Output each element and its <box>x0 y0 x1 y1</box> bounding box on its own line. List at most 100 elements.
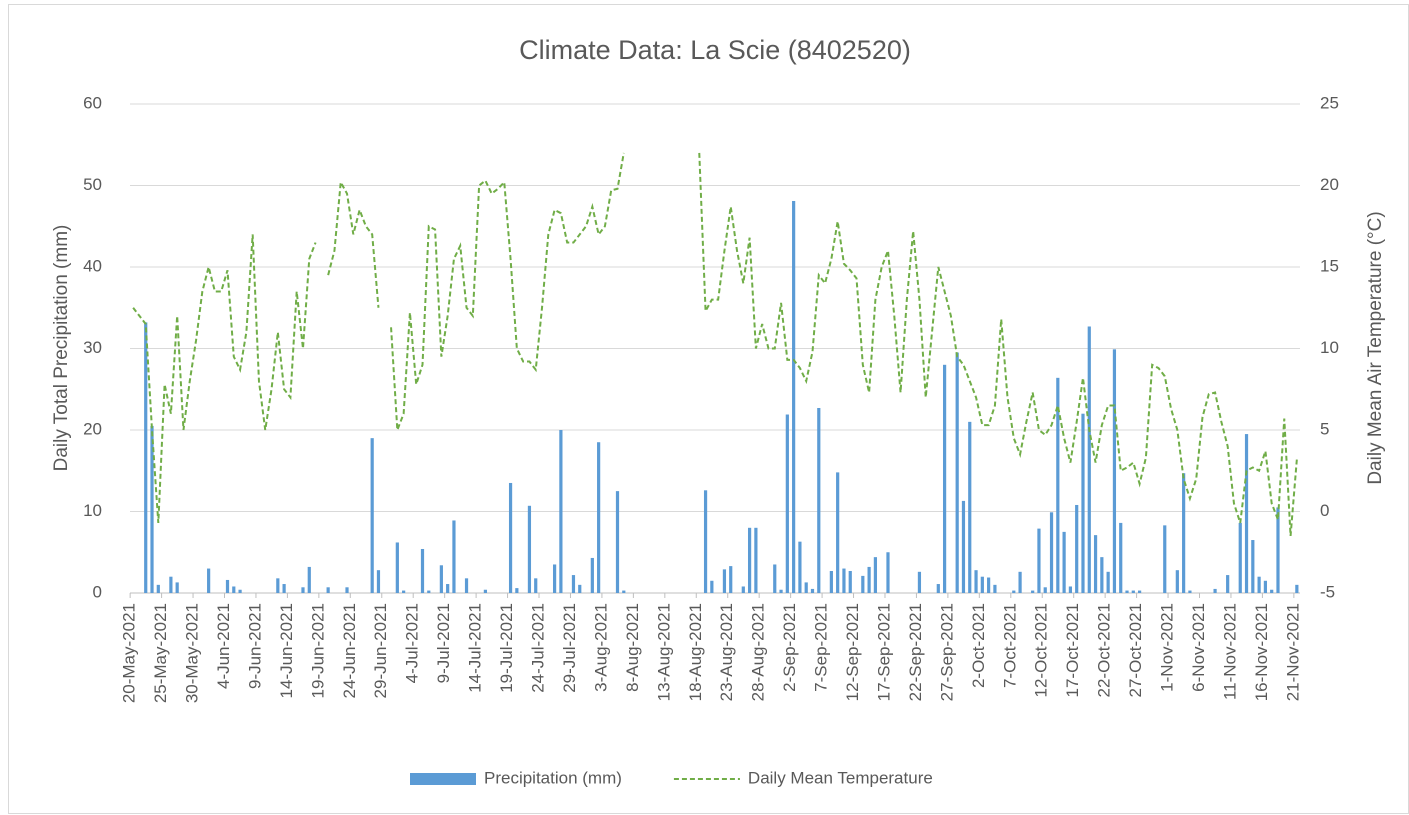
bar <box>1213 588 1217 593</box>
x-tick-label: 29-Jun-2021 <box>371 603 390 698</box>
bar <box>980 576 984 593</box>
bar <box>710 580 714 593</box>
bar <box>773 564 777 593</box>
bar <box>464 578 469 593</box>
bar <box>1131 590 1135 593</box>
bar <box>301 587 305 593</box>
x-tick-label: 3-Aug-2021 <box>591 603 610 692</box>
bar <box>873 557 878 593</box>
y2-tick-label: 20 <box>1320 175 1339 194</box>
x-tick-label: 1-Nov-2021 <box>1158 603 1177 692</box>
bar <box>452 520 456 593</box>
bar <box>779 589 783 593</box>
bar <box>1137 590 1142 593</box>
x-tick-label: 21-Nov-2021 <box>1283 603 1302 701</box>
bar <box>238 589 242 593</box>
y-axis-title: Daily Total Precipitation (mm) <box>51 225 72 472</box>
chart-title: Climate Data: La Scie (8402520) <box>519 35 911 65</box>
bar <box>427 590 431 593</box>
x-tick-label: 25-May-2021 <box>151 603 170 703</box>
bar <box>1012 590 1016 593</box>
bar <box>1163 525 1167 593</box>
x-tick-label: 9-Jul-2021 <box>434 603 453 683</box>
bar <box>1037 528 1041 593</box>
x-tick-label: 6-Nov-2021 <box>1189 603 1208 692</box>
x-tick-label: 29-Jul-2021 <box>560 603 579 693</box>
bar <box>836 472 840 593</box>
y-tick-label: 50 <box>83 175 102 194</box>
bar <box>1263 580 1268 593</box>
bar <box>1188 590 1192 593</box>
bar <box>156 584 160 593</box>
bar <box>439 565 443 593</box>
bar <box>936 584 940 593</box>
bar <box>622 590 626 593</box>
bar <box>326 587 330 593</box>
bar <box>974 570 978 593</box>
bar <box>1081 413 1085 593</box>
x-tick-label: 18-Aug-2021 <box>686 603 705 701</box>
bar <box>1119 522 1123 593</box>
bar <box>729 566 733 593</box>
bar <box>785 414 789 593</box>
bar <box>754 527 758 593</box>
bar <box>207 568 211 593</box>
x-tick-label: 30-May-2021 <box>183 603 202 703</box>
bar <box>169 576 173 593</box>
bar <box>886 552 890 593</box>
x-tick-label: 12-Oct-2021 <box>1032 603 1051 698</box>
bar <box>1087 326 1091 593</box>
y-tick-label: 40 <box>83 256 102 275</box>
x-tick-label: 24-Jun-2021 <box>340 603 359 698</box>
y-tick-label: 10 <box>83 501 102 520</box>
x-tick-label: 14-Jul-2021 <box>466 603 485 693</box>
bar <box>225 579 230 593</box>
bar <box>1049 512 1054 593</box>
bar <box>917 571 922 593</box>
x-tick-label: 7-Sep-2021 <box>812 603 831 692</box>
x-tick-label: 23-Aug-2021 <box>717 603 736 701</box>
bar <box>848 570 852 593</box>
y2-tick-label: 0 <box>1320 501 1329 520</box>
bar <box>817 407 821 593</box>
bar <box>722 569 727 593</box>
bar <box>376 570 381 593</box>
x-tick-label: 4-Jun-2021 <box>214 603 233 689</box>
y2-tick-label: -5 <box>1320 582 1335 601</box>
bar <box>1056 377 1060 593</box>
bar <box>798 541 802 593</box>
y-tick-label: 60 <box>83 93 102 112</box>
x-tick-label: 17-Sep-2021 <box>874 603 893 701</box>
bar <box>446 584 450 593</box>
bar <box>483 589 488 593</box>
y2-axis-title: Daily Mean Air Temperature (°C) <box>1365 211 1386 484</box>
y2-tick-label: 10 <box>1320 338 1339 357</box>
bar <box>597 442 601 593</box>
bar <box>993 584 997 593</box>
y-tick-label: 0 <box>93 582 102 601</box>
bar <box>1018 571 1022 593</box>
bar <box>232 586 236 593</box>
bar <box>703 490 708 593</box>
y2-tick-label: 15 <box>1320 256 1339 275</box>
bar <box>307 566 311 593</box>
bar <box>942 364 947 593</box>
bar <box>1182 473 1186 593</box>
bar <box>508 482 513 593</box>
x-tick-label: 20-May-2021 <box>120 603 139 703</box>
bar <box>810 588 815 593</box>
bar <box>578 584 582 593</box>
x-tick-label: 24-Jul-2021 <box>529 603 548 693</box>
bar <box>402 590 406 593</box>
bar <box>1106 571 1110 593</box>
bar <box>515 588 519 593</box>
x-tick-label: 22-Oct-2021 <box>1095 603 1114 698</box>
x-tick-label: 16-Nov-2021 <box>1252 603 1271 701</box>
x-tick-label: 2-Oct-2021 <box>969 603 988 688</box>
x-tick-label: 17-Oct-2021 <box>1063 603 1082 698</box>
x-tick-label: 19-Jul-2021 <box>497 603 516 693</box>
bar <box>571 575 576 593</box>
bar <box>1226 575 1230 593</box>
bar <box>1244 434 1249 593</box>
